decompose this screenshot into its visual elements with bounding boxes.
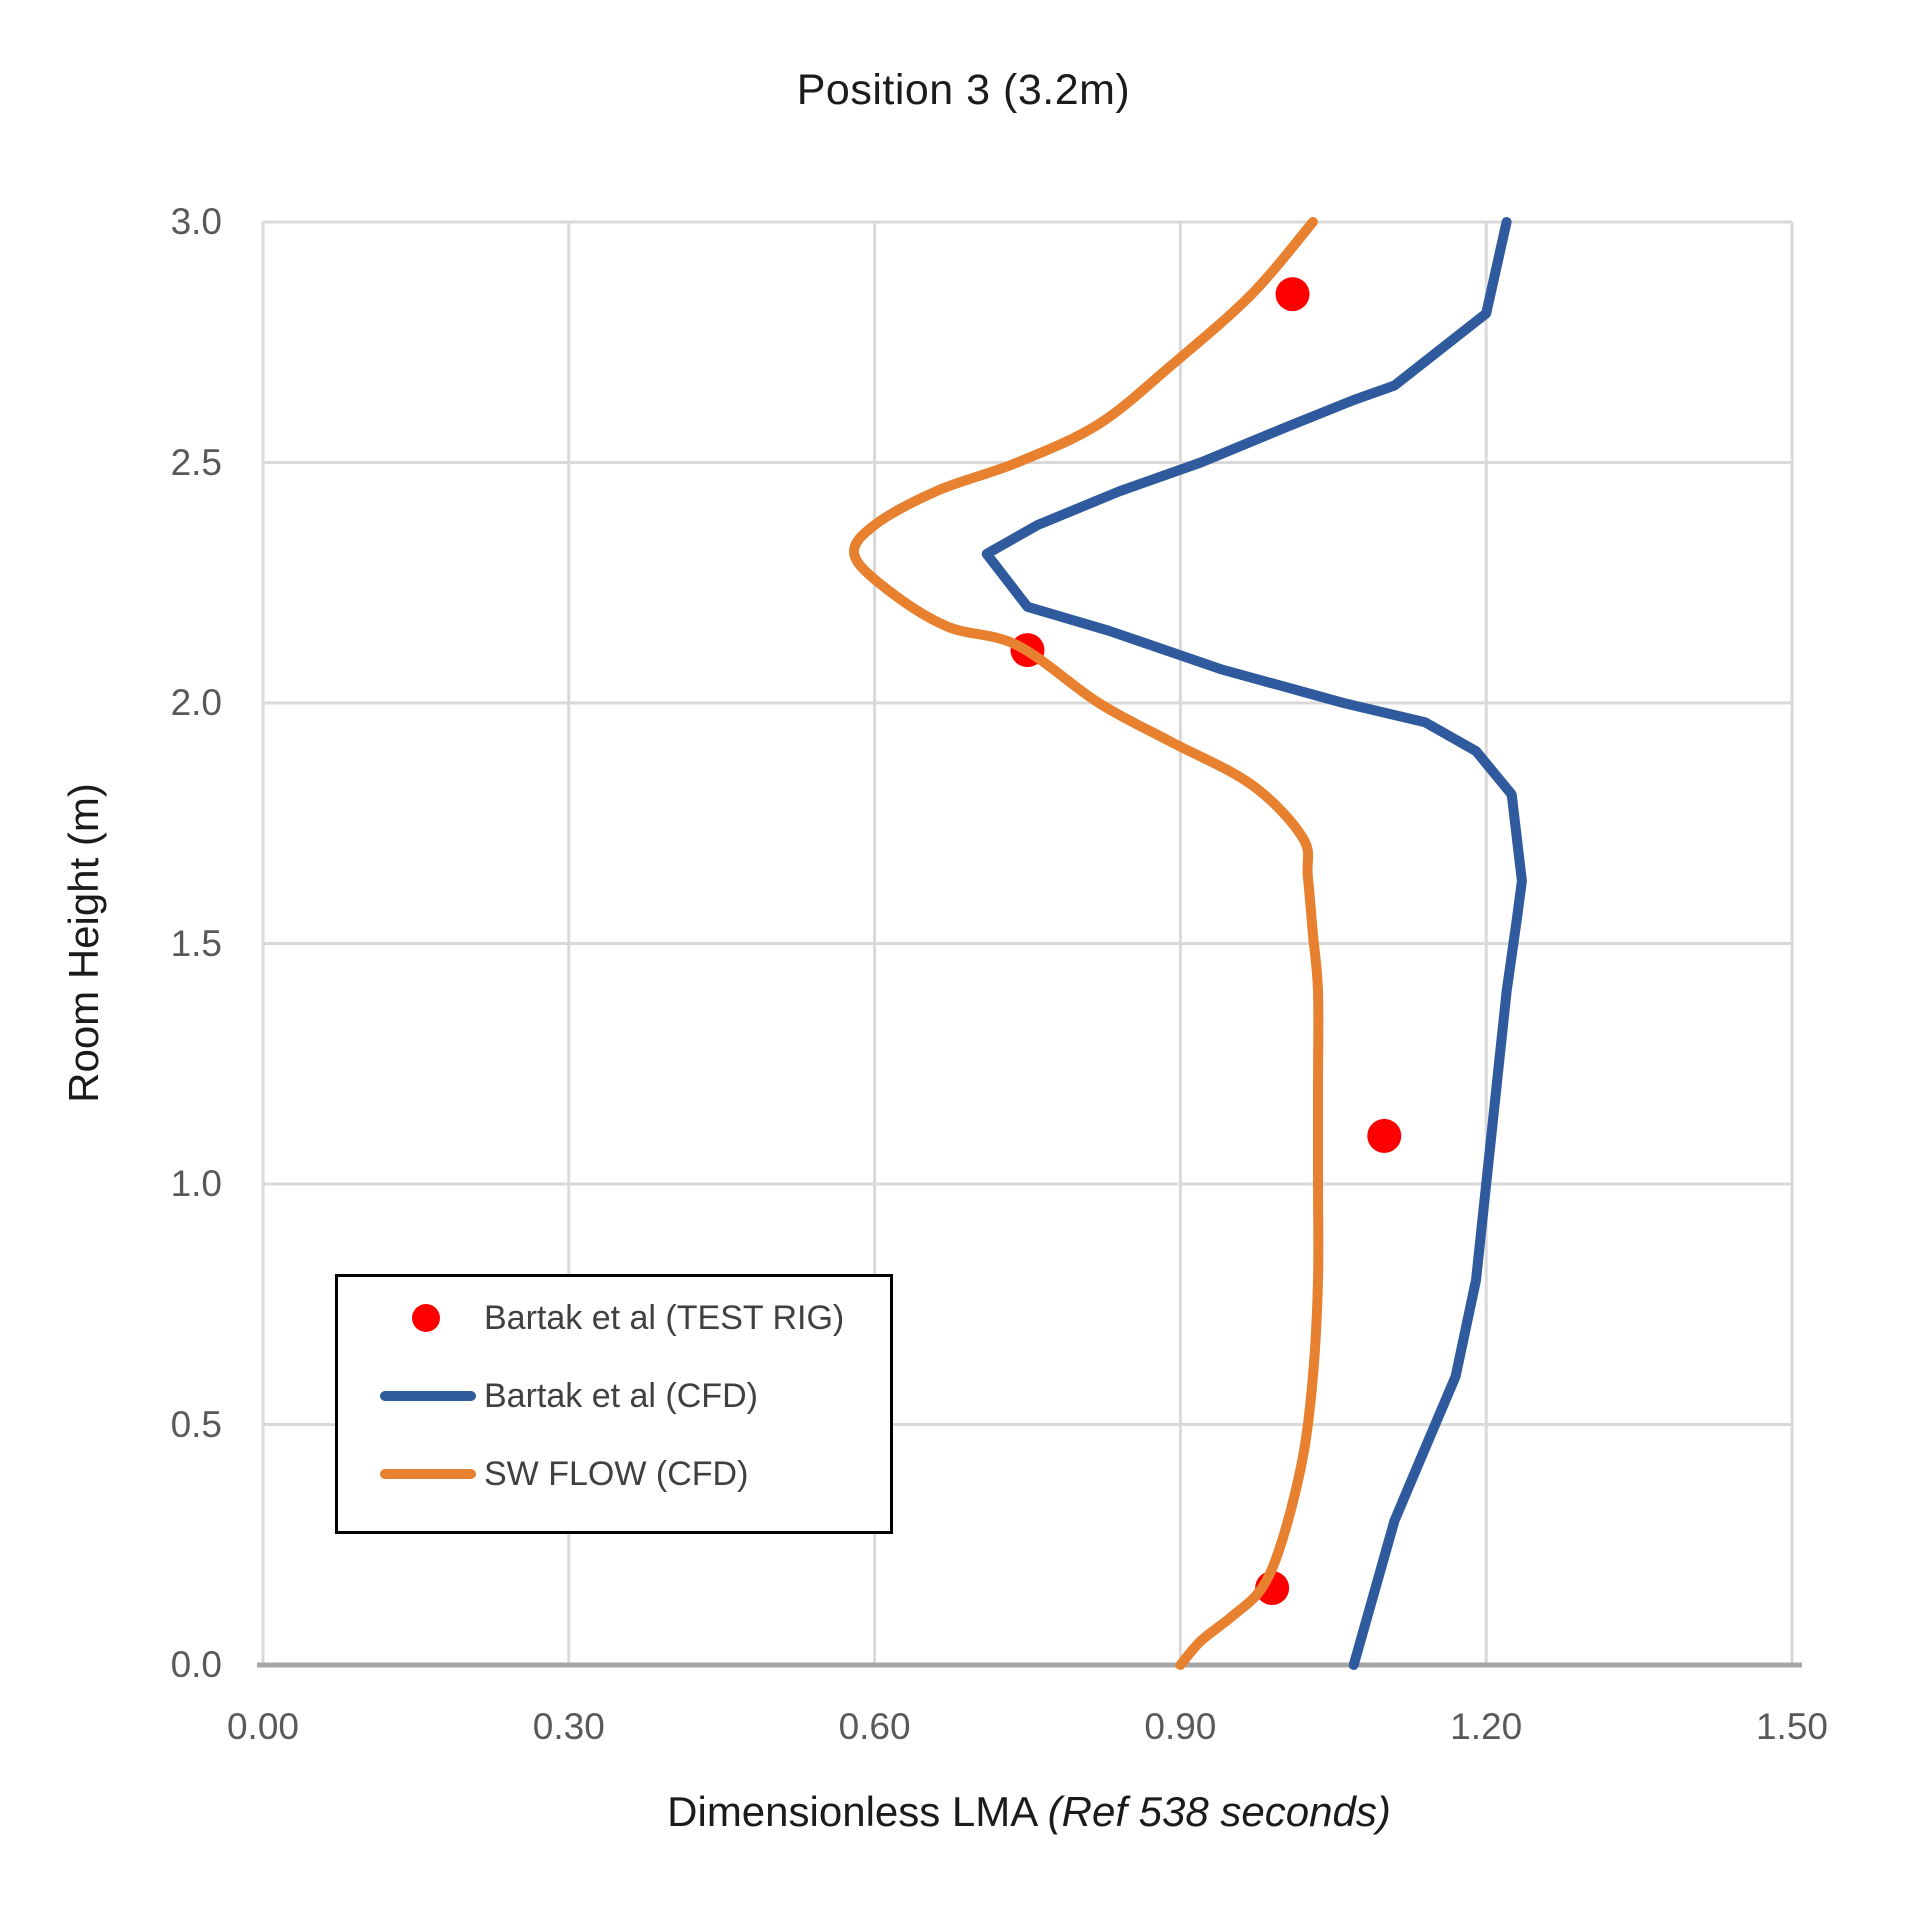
y-tick-label: 2.0 [170,682,222,723]
scatter-marker-icon [412,1304,440,1332]
line-swatch-icon [380,1391,476,1401]
chart-title: Position 3 (3.2m) [796,66,1131,114]
y-axis-title: Room Height (m) [60,783,107,1103]
series-line-sw-flow-cfd- [849,217,1324,1670]
x-axis-title-note: (Ref 538 seconds) [1047,1788,1391,1835]
series-line-bartak-et-al-cfd- [981,217,1527,1670]
legend-label: Bartak et al (TEST RIG) [484,1298,845,1337]
x-tick-label: 0.60 [838,1706,911,1747]
y-tick-label: 1.0 [170,1163,222,1204]
x-axis-title: Dimensionless LMA (Ref 538 seconds) [263,1788,1795,1836]
legend-label: Bartak et al (CFD) [484,1376,758,1415]
legend-label: SW FLOW (CFD) [484,1454,749,1493]
x-tick-label: 0.90 [1144,1706,1217,1747]
legend-swatch [338,1381,478,1411]
legend: Bartak et al (TEST RIG) Bartak et al (CF… [335,1274,893,1534]
x-tick-label: 1.50 [1755,1706,1828,1747]
x-tick-label: 0.00 [226,1706,299,1747]
x-tick-label: 0.30 [532,1706,605,1747]
y-tick-label: 1.5 [170,922,222,964]
legend-swatch [338,1459,478,1489]
y-tick-label: 0.0 [170,1644,222,1685]
x-axis-title-main: Dimensionless LMA [667,1788,1048,1835]
legend-item-test-rig: Bartak et al (TEST RIG) [338,1279,890,1357]
legend-item-bartak-cfd: Bartak et al (CFD) [338,1357,890,1435]
y-tick-label: 0.5 [170,1403,222,1445]
scatter-point [1275,277,1310,312]
legend-item-sw-flow: SW FLOW (CFD) [338,1435,890,1513]
y-tick-label: 2.5 [170,441,222,483]
scatter-point [1367,1118,1402,1153]
line-swatch-icon [380,1469,476,1479]
legend-swatch [338,1303,478,1333]
x-tick-label: 1.20 [1450,1706,1523,1747]
y-tick-label: 3.0 [170,201,222,242]
